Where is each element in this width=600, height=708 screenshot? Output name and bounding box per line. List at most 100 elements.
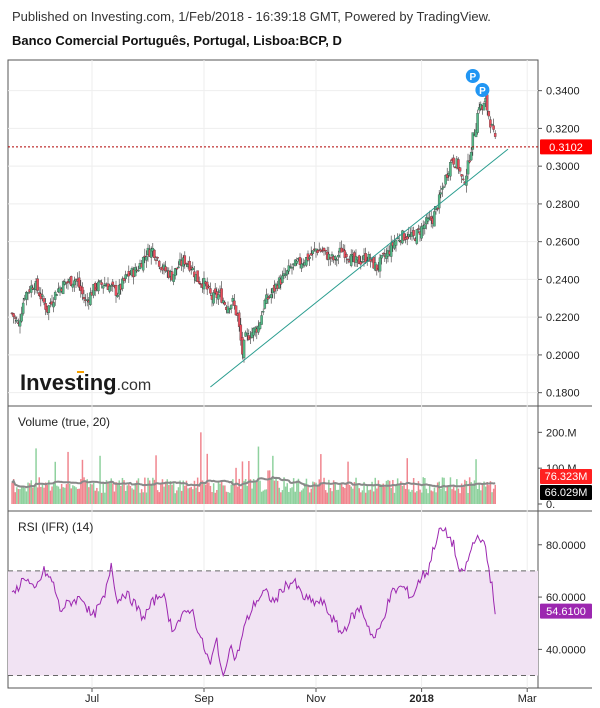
candle-body (474, 129, 478, 138)
candle-body (108, 286, 111, 292)
volume-bar (323, 477, 325, 504)
candle-body (175, 267, 179, 270)
volume-bar (203, 483, 205, 504)
volume-bar (166, 479, 168, 504)
candle-body (449, 162, 452, 177)
candle-body (466, 160, 470, 175)
volume-bar (230, 484, 232, 504)
candle-body (308, 256, 311, 259)
candle-body (197, 281, 201, 284)
rsi-band (8, 570, 538, 676)
candle-body (287, 265, 291, 272)
rsi-tick-label: 60.0000 (546, 592, 586, 604)
volume-bar (481, 484, 484, 504)
candle-body (415, 229, 419, 244)
volume-bar (51, 486, 53, 504)
volume-bar (486, 482, 488, 504)
volume-bar (160, 483, 162, 504)
volume-bar (452, 486, 455, 504)
candle-body (12, 313, 15, 318)
rsi-axis-ticks: 80.0000 60.0000 40.0000 (538, 540, 586, 656)
candle-body (98, 280, 102, 282)
volume-bar (123, 480, 125, 504)
candle-body (327, 253, 331, 260)
volume-bar (328, 479, 330, 504)
volume-bar (110, 478, 112, 504)
volume-bar (144, 477, 146, 504)
volume-bar (44, 482, 47, 504)
volume-bar (12, 479, 15, 504)
volume-bar (435, 492, 437, 504)
volume-bar (348, 484, 351, 504)
volume-bar (344, 488, 346, 504)
volume-bar (132, 489, 135, 504)
volume-bar (46, 484, 48, 504)
volume-bar (208, 482, 210, 504)
candle-body (284, 274, 287, 277)
candle-body (121, 278, 124, 289)
candle-body (69, 276, 73, 286)
candle-body (402, 232, 406, 241)
candle-body (85, 299, 89, 301)
candle-body (220, 288, 223, 303)
candle-body (437, 194, 441, 209)
volume-bar (430, 490, 432, 504)
candle-body (485, 94, 489, 111)
volume-badges: 76.323M 66.029M (540, 469, 592, 500)
last-price-badge: 0.3102 (540, 139, 592, 155)
volume-bar (446, 486, 448, 504)
volume-bar (443, 477, 445, 504)
time-tick-label: Mar (518, 693, 537, 705)
volume-bar (259, 480, 261, 504)
price-tick-label: 0.3000 (546, 161, 580, 173)
candle-body (476, 113, 479, 133)
candle-body (457, 159, 460, 170)
volume-bar (118, 480, 120, 504)
price-axis-ticks: 0.3400 0.3200 0.3000 0.2800 0.2600 0.2400 0.22… (538, 86, 580, 400)
volume-bar (473, 480, 476, 504)
volume-bar (361, 490, 364, 504)
volume-bar (268, 470, 271, 504)
volume-bar (78, 488, 80, 504)
candle-body (124, 274, 127, 279)
volume-bar (227, 492, 229, 504)
volume-bar (83, 477, 85, 504)
volume-bar (238, 478, 240, 504)
candle-body (53, 291, 57, 300)
volume-ma-line (11, 475, 496, 489)
volume-bar (100, 492, 103, 504)
candle-body (183, 255, 187, 265)
candle-body (41, 294, 44, 297)
volume-bar (475, 459, 477, 504)
volume-bar (438, 481, 440, 504)
volume-bar (433, 487, 436, 504)
volume-bar (411, 489, 413, 504)
volume-bar (16, 487, 18, 504)
volume-bar (120, 485, 122, 504)
candle-body (133, 267, 137, 277)
volume-bar (345, 482, 348, 504)
candle-body (263, 300, 267, 309)
candle-body (380, 254, 383, 259)
volume-bar (168, 484, 170, 504)
volume-bar (193, 480, 196, 504)
candle-body (245, 333, 249, 335)
volume-bar (403, 485, 405, 504)
volume-bar (124, 490, 127, 504)
candle-body (349, 254, 353, 266)
volume-bar (200, 432, 202, 504)
volume-bar (96, 487, 98, 504)
candle-body (322, 247, 326, 252)
volume-bar (454, 490, 456, 504)
svg-text:Investing.com: Investing.com (20, 370, 151, 395)
candle-body (482, 103, 486, 111)
volume-bar (235, 467, 237, 504)
volume-bar (152, 477, 154, 504)
candle-body (394, 240, 398, 246)
volume-bar (404, 488, 407, 504)
volume-bar (307, 485, 309, 504)
volume-bar (336, 489, 338, 504)
volume-bar (97, 491, 100, 504)
event-marker (475, 83, 490, 97)
